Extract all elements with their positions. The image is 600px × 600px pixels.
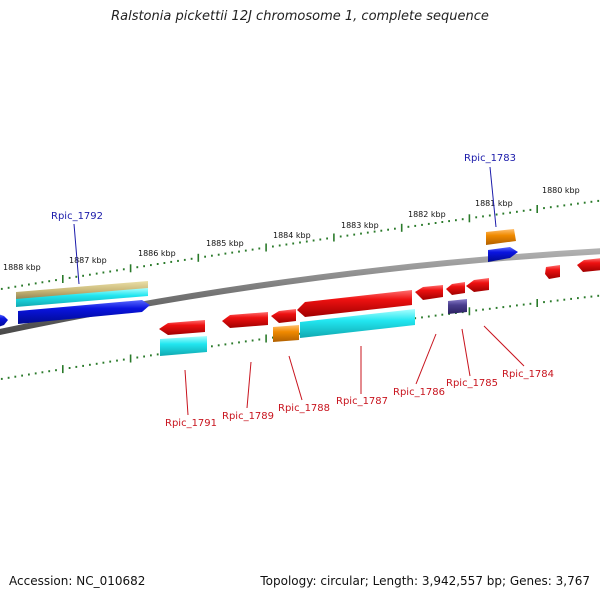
tick-label-1882: 1882 kbp [408,210,446,219]
leader-rpic-1783 [489,166,497,228]
gene-red-1785[interactable] [446,282,465,295]
gene-red-right-1[interactable] [545,265,560,279]
gene-rpic-1785[interactable] [448,299,467,314]
tick-label-1880: 1880 kbp [542,186,580,195]
label-rpic-1784[interactable]: Rpic_1784 [502,369,554,380]
tick-label-1886: 1886 kbp [138,249,176,258]
label-rpic-1787[interactable]: Rpic_1787 [336,396,388,407]
map-title: Ralstonia pickettii 12J chromosome 1, co… [111,9,489,24]
label-rpic-1788[interactable]: Rpic_1788 [278,403,330,414]
accession-text: Accession: NC_010682 [9,574,146,588]
gene-rpic-1786[interactable] [415,285,443,300]
label-rpic-1786[interactable]: Rpic_1786 [393,387,445,398]
gene-red-right-2[interactable] [577,258,600,272]
tick-label-1887: 1887 kbp [69,256,107,265]
label-rpic-1783[interactable]: Rpic_1783 [464,153,516,164]
gene-rpic-1789[interactable] [222,312,268,328]
label-rpic-1792[interactable]: Rpic_1792 [51,211,103,222]
gene-cyan-1791[interactable] [160,336,207,356]
topology-text: Topology: circular; Length: 3,942,557 bp… [260,574,590,588]
leader-lines [73,166,525,416]
leader-rpic-1791 [184,369,189,416]
leader-rpic-1786 [415,333,437,385]
leader-rpic-1789 [246,361,252,409]
gene-red-1788[interactable] [271,309,296,323]
tick-label-1883: 1883 kbp [341,221,379,230]
reverse-strand-genes [159,278,489,356]
gene-rpic-1787[interactable] [297,290,412,317]
label-rpic-1791[interactable]: Rpic_1791 [165,418,217,429]
gene-rpic-1788[interactable] [273,325,299,342]
gene-rpic-1784[interactable] [466,278,489,292]
forward-strand-genes [0,229,600,327]
gene-khaki[interactable] [16,281,148,300]
gene-rpic-1792[interactable] [18,300,150,324]
label-rpic-1789[interactable]: Rpic_1789 [222,411,274,422]
leader-rpic-1792 [73,223,80,285]
tick-label-1884: 1884 kbp [273,231,311,240]
gene-rpic-1783[interactable] [488,247,518,262]
leader-rpic-1788 [288,355,303,401]
gene-labels: Rpic_1783 Rpic_1792 Rpic_1791 Rpic_1789 … [51,153,554,429]
gene-rpic-1791[interactable] [159,320,205,335]
tick-label-1885: 1885 kbp [206,239,244,248]
gene-cyan-1792[interactable] [16,288,148,307]
gene-orange-1783[interactable] [486,229,516,245]
gene-blue-edge-left[interactable] [0,314,8,327]
tick-label-1888: 1888 kbp [3,263,41,272]
outer-tick-track [0,199,600,290]
label-rpic-1785[interactable]: Rpic_1785 [446,378,498,389]
gene-cyan-1787[interactable] [300,309,415,338]
leader-rpic-1785 [461,328,471,377]
leader-rpic-1784 [483,325,525,367]
